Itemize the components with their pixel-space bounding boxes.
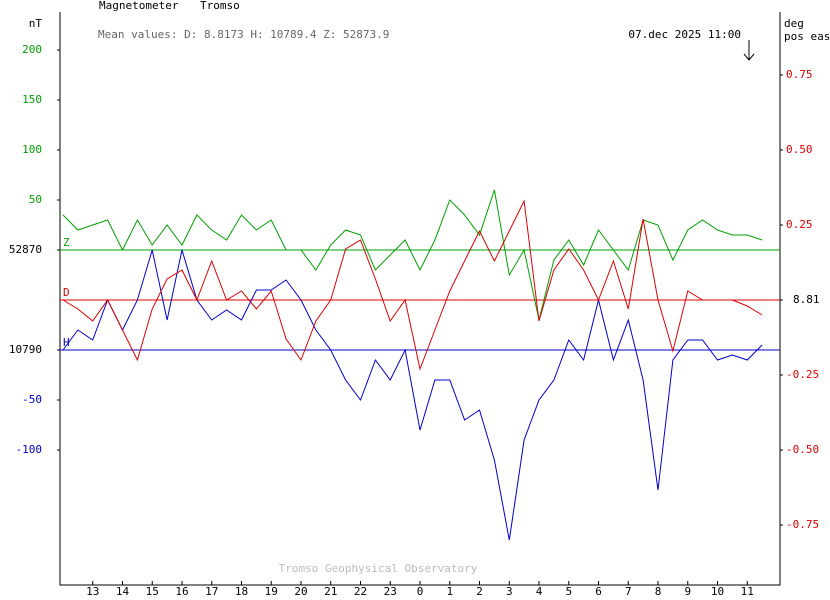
- series-line: [62, 199, 763, 371]
- x-tick-label: 4: [536, 585, 543, 598]
- y-tick-label: 150: [22, 93, 42, 106]
- time-label: 07.dec 2025 11:00: [628, 28, 741, 41]
- arrow-head: [743, 53, 755, 61]
- y-tick-label: 10790: [9, 343, 42, 356]
- y2-tick-label: -0.50: [786, 443, 819, 456]
- x-tick-label: 23: [384, 585, 397, 598]
- y-tick-label: 50: [29, 193, 42, 206]
- x-tick-label: 2: [476, 585, 483, 598]
- x-tick-label: 11: [741, 585, 754, 598]
- legend-label: H: [63, 336, 70, 349]
- chart-subtitle: Tromso: [200, 0, 240, 12]
- footer: Tromso Geophysical Observatory: [279, 562, 478, 575]
- y-tick-label: 200: [22, 43, 42, 56]
- x-tick-label: 17: [205, 585, 218, 598]
- x-tick-label: 9: [684, 585, 691, 598]
- x-tick-label: 6: [595, 585, 602, 598]
- y2-tick-label: 0.25: [786, 218, 813, 231]
- y2-tick-label: 0.75: [786, 68, 813, 81]
- y-tick-label: 52870: [9, 243, 42, 256]
- y-tick-label: 100: [22, 143, 42, 156]
- y2-tick-label: 8.81: [793, 293, 820, 306]
- x-tick-label: 22: [354, 585, 367, 598]
- series-line: [62, 249, 763, 541]
- x-tick-label: 20: [294, 585, 307, 598]
- y2-axis-label: pos east: [784, 30, 830, 43]
- y-axis-label: nT: [29, 17, 43, 30]
- x-tick-label: 0: [417, 585, 424, 598]
- x-tick-label: 10: [711, 585, 724, 598]
- x-tick-label: 18: [235, 585, 248, 598]
- x-tick-label: 7: [625, 585, 632, 598]
- y-tick-label: -50: [22, 393, 42, 406]
- x-tick-label: 5: [565, 585, 572, 598]
- legend-label: Z: [63, 236, 70, 249]
- mean-values: Mean values: D: 8.8173 H: 10789.4 Z: 528…: [98, 28, 389, 41]
- x-tick-label: 1: [446, 585, 453, 598]
- y2-axis-label: deg: [784, 17, 804, 30]
- y2-tick-label: 0.50: [786, 143, 813, 156]
- y2-tick-label: -0.25: [786, 368, 819, 381]
- x-tick-label: 13: [86, 585, 99, 598]
- y-tick-label: -100: [16, 443, 43, 456]
- chart-title: Magnetometer: [99, 0, 179, 12]
- legend-label: D: [63, 286, 70, 299]
- x-tick-label: 16: [175, 585, 188, 598]
- x-tick-label: 15: [146, 585, 159, 598]
- x-tick-label: 21: [324, 585, 337, 598]
- series-line: [62, 189, 763, 321]
- x-tick-label: 14: [116, 585, 130, 598]
- y2-tick-label: -0.75: [786, 518, 819, 531]
- x-tick-label: 3: [506, 585, 513, 598]
- x-tick-label: 8: [655, 585, 662, 598]
- x-tick-label: 19: [265, 585, 278, 598]
